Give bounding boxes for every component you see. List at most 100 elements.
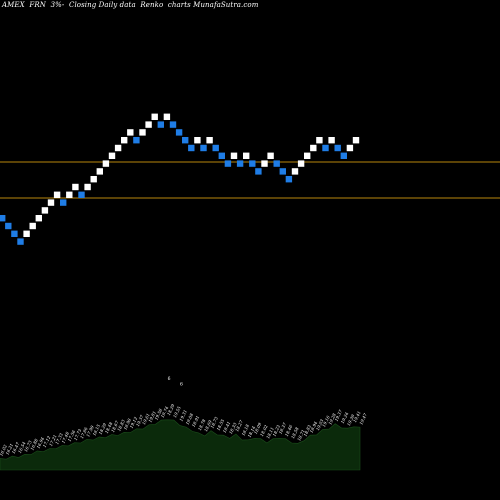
renko-brick-up [84, 183, 91, 191]
renko-brick-up [297, 160, 305, 167]
volume-label: 18.14 [247, 425, 257, 438]
volume-label: 19.24 [340, 411, 350, 424]
volume-marker: 6 [168, 376, 171, 382]
renko-brick-up [328, 137, 335, 144]
renko-brick-up [267, 152, 274, 159]
renko-brick-down [0, 215, 6, 222]
renko-brick-down [188, 144, 195, 152]
volume-label: 18.83 [116, 419, 126, 432]
volume-label: 19.39 [346, 413, 356, 426]
volume-label: 18.23 [271, 424, 281, 437]
volume-label: 18.41 [222, 421, 232, 434]
volume-label: 17.86 [79, 426, 89, 439]
volume-label: 18.02 [259, 424, 269, 437]
renko-brick-up [47, 199, 55, 206]
volume-label: 18.55 [216, 418, 226, 431]
volume-label: 18.71 [296, 429, 306, 442]
renko-brick-down [157, 121, 164, 128]
renko-brick-down [212, 144, 219, 152]
renko-brick-up [206, 137, 213, 144]
volume-label: 19.08 [185, 412, 195, 425]
renko-brick-up [291, 168, 299, 175]
volume-label: 19.81 [147, 410, 157, 423]
volume-label: 16.47 [11, 441, 21, 454]
renko-brick-up [35, 215, 42, 222]
volume-label: 18.27 [234, 419, 244, 432]
volume-label: 18.83 [302, 424, 312, 437]
renko-brick-up [66, 191, 73, 198]
volume-label: 18.78 [197, 418, 207, 431]
chart-title: AMEX FRN 3%- Closing Daily data Renko ch… [2, 1, 259, 9]
renko-brick-up [346, 144, 354, 152]
renko-brick-up [304, 152, 311, 159]
renko-brick-up [90, 176, 97, 183]
renko-brick-up [352, 137, 360, 144]
volume-label: 18.11 [265, 426, 275, 439]
volume-label: 16.94 [36, 436, 46, 449]
volume-label: 19.37 [334, 409, 344, 422]
volume-label: 18.37 [278, 422, 288, 435]
renko-brick-up [230, 152, 238, 159]
renko-brick-up [23, 230, 30, 237]
renko-brick-up [108, 152, 116, 159]
volume-label: 18.94 [309, 420, 319, 433]
volume-marker: 6 [180, 382, 183, 388]
renko-brick-up [102, 160, 110, 167]
volume-label: 19.31 [178, 409, 188, 422]
volume-labels: 16.0216.2116.4716.5416.7316.8816.9417.12… [0, 376, 368, 457]
renko-brick-up [310, 144, 317, 152]
renko-brick-down [285, 176, 293, 183]
volume-label: 19.12 [129, 416, 139, 429]
volume-label: 16.54 [17, 441, 27, 454]
renko-bricks [0, 113, 360, 245]
renko-brick-down [78, 191, 85, 198]
volume-label: 19.55 [172, 405, 182, 418]
renko-brick-up [53, 191, 61, 198]
renko-brick-down [11, 230, 18, 237]
renko-brick-down [133, 137, 140, 144]
renko-brick-up [145, 121, 152, 128]
renko-brick-down [17, 238, 24, 245]
renko-brick-down [224, 160, 232, 167]
renko-brick-up [243, 152, 250, 159]
renko-brick-up [121, 137, 128, 144]
volume-label: 18.58 [290, 426, 300, 439]
volume-label: 19.58 [154, 408, 164, 421]
renko-brick-down [218, 152, 225, 159]
volume-label: 19.28 [327, 412, 337, 425]
renko-brick-up [194, 137, 201, 144]
volume-label: 16.73 [23, 439, 33, 452]
volume-label: 18.69 [203, 419, 213, 432]
volume-label: 19.16 [321, 415, 331, 428]
volume-label: 18.29 [98, 422, 108, 435]
renko-brick-down [279, 168, 286, 175]
renko-brick-up [41, 207, 49, 214]
volume-label: 17.21 [48, 434, 58, 447]
volume-area-shape [0, 419, 361, 471]
volume-label: 18.15 [91, 423, 101, 436]
renko-brick-down [236, 160, 244, 167]
renko-brick-up [127, 129, 134, 136]
volume-label: 17.12 [42, 435, 52, 448]
volume-label: 18.29 [166, 403, 176, 416]
volume-label: 17.73 [73, 428, 83, 441]
volume-label: 19.03 [315, 418, 325, 431]
volume-label: 17.48 [60, 431, 70, 444]
volume-label: 18.33 [228, 422, 238, 435]
volume-label: 19.74 [160, 405, 170, 418]
renko-brick-down [255, 168, 262, 175]
renko-brick-down [175, 129, 183, 136]
renko-brick-down [322, 144, 329, 152]
renko-brick-up [139, 129, 146, 136]
volume-label: 18.67 [110, 420, 120, 433]
renko-brick-up [261, 160, 268, 167]
renko-brick-down [340, 152, 347, 159]
volume-label: 17.56 [67, 429, 77, 442]
renko-brick-down [169, 121, 177, 128]
renko-brick-up [163, 113, 171, 120]
renko-brick-down [249, 160, 256, 167]
renko-brick-down [182, 137, 189, 144]
volume-label: 18.91 [191, 415, 201, 428]
volume-label: 16.88 [29, 438, 39, 451]
volume-label: 18.73 [209, 416, 219, 429]
